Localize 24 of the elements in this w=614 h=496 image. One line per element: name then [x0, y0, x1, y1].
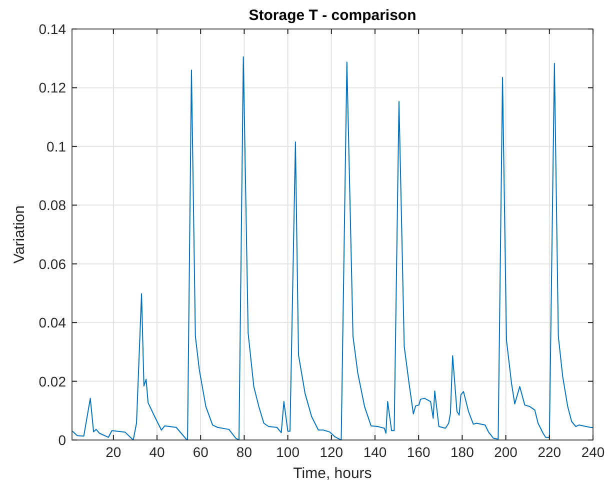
x-tick-label: 120 — [320, 444, 344, 460]
x-tick-label: 40 — [149, 444, 166, 460]
x-tick-label: 20 — [106, 444, 122, 460]
x-tick-label: 200 — [494, 444, 518, 460]
y-tick-label: 0.12 — [38, 80, 66, 96]
x-tick-label: 100 — [276, 444, 300, 460]
chart-title: Storage T - comparison — [248, 7, 416, 24]
y-tick-label: 0 — [58, 432, 66, 448]
x-tick-label: 140 — [363, 444, 387, 460]
x-tick-label: 160 — [406, 444, 430, 460]
y-tick-label: 0.14 — [38, 21, 66, 37]
x-tick-label: 80 — [236, 444, 252, 460]
x-tick-label: 180 — [450, 444, 474, 460]
y-tick-label: 0.02 — [38, 373, 66, 390]
y-tick-label: 0.1 — [46, 138, 66, 154]
x-tick-label: 240 — [581, 444, 605, 460]
x-tick-label: 220 — [538, 444, 562, 460]
y-tick-label: 0.04 — [38, 314, 66, 331]
x-axis-title: Time, hours — [293, 465, 372, 482]
line-series — [72, 56, 594, 440]
y-tick-label: 0.06 — [38, 256, 66, 272]
x-tick-label: 60 — [192, 444, 209, 460]
y-axis-title: Variation — [11, 205, 28, 264]
y-tick-label: 0.08 — [38, 197, 66, 214]
